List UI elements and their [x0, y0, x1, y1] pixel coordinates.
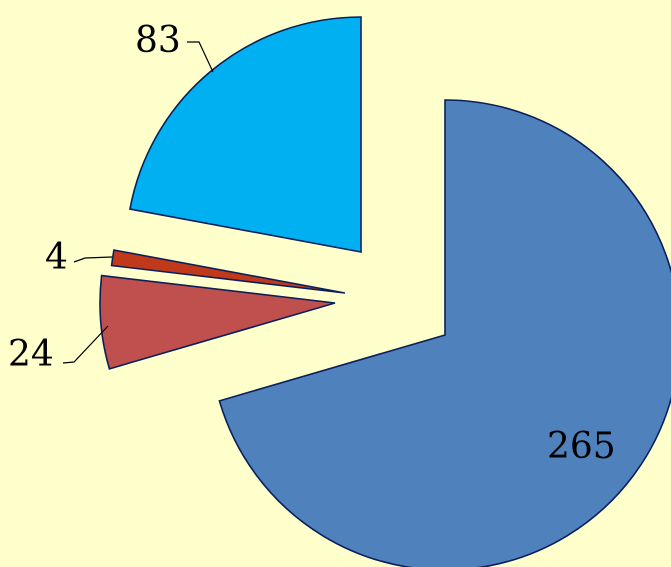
- pie-slice-83: [129, 16, 362, 253]
- pie-slice-4: [110, 249, 346, 294]
- data-label-24: 24: [8, 334, 54, 375]
- data-label-4: 4: [45, 237, 68, 278]
- data-label-83: 83: [135, 20, 181, 61]
- pie-slice-265: [218, 99, 671, 567]
- pie-slice-24: [99, 274, 336, 370]
- leader-line-83: [187, 41, 214, 73]
- leader-line-24: [62, 325, 109, 364]
- leader-line-4: [73, 256, 113, 263]
- leader-lines-layer: [62, 41, 214, 364]
- data-labels-layer: 265 24 4 83: [8, 20, 616, 467]
- slices-layer: [99, 16, 671, 567]
- data-label-265: 265: [547, 426, 616, 467]
